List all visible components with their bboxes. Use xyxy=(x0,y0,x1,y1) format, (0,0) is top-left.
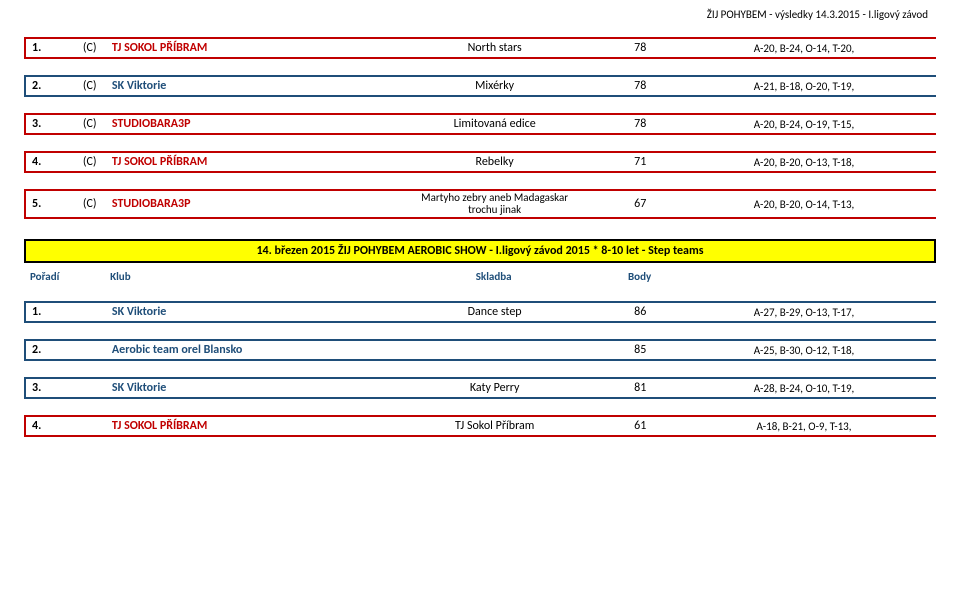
table-row: 2. Aerobic team orel Blansko 85A-25, B-30,… xyxy=(24,339,936,361)
cell-rank: 4. xyxy=(26,155,72,169)
cell-song: Katy Perry xyxy=(381,381,609,395)
cell-rank: 1. xyxy=(26,41,72,55)
table-header: Pořadí Klub Skladba Body xyxy=(24,267,936,285)
cell-score: 67 xyxy=(608,197,672,211)
table-row: 4. TJ SOKOL PŘÍBRAMTJ Sokol Příbram61A-18… xyxy=(24,415,936,437)
header-rank: Pořadí xyxy=(24,270,106,283)
table-row: 1.(C)TJ SOKOL PŘÍBRAMNorth stars78A-20, … xyxy=(24,37,936,59)
cell-song: Martyho zebry aneb Madagaskartrochu jina… xyxy=(381,192,609,216)
category-title: 14. březen 2015 ŽIJ POHYBEM AEROBIC SHOW… xyxy=(24,239,936,263)
section-2: 1.SK ViktorieDance step86A-27, B-29, O-1… xyxy=(24,301,936,437)
cell-rank: 3. xyxy=(26,117,72,131)
cell-detail: A-20, B-24, O-14, T-20, xyxy=(672,42,936,55)
cell-song: North stars xyxy=(381,41,609,55)
cell-mark: (C) xyxy=(72,41,108,55)
cell-club: SK Viktorie xyxy=(108,381,381,395)
cell-song: Dance step xyxy=(381,305,609,319)
table-row: 2.(C)SK ViktorieMixérky78A-21, B-18, O-2… xyxy=(24,75,936,97)
cell-score: 71 xyxy=(608,155,672,169)
cell-song: Rebelky xyxy=(381,155,609,169)
cell-detail: A-21, B-18, O-20, T-19, xyxy=(672,80,936,93)
cell-club: TJ SOKOL PŘÍBRAM xyxy=(108,155,381,169)
cell-rank: 3. xyxy=(26,381,72,395)
header-song: Skladba xyxy=(380,270,608,283)
cell-mark: (C) xyxy=(72,117,108,131)
cell-club: TJ SOKOL PŘÍBRAM xyxy=(108,419,381,433)
section-1: 1.(C)TJ SOKOL PŘÍBRAMNorth stars78A-20, … xyxy=(24,37,936,219)
cell-detail: A-18, B-21, O-9, T-13, xyxy=(672,420,936,433)
cell-song: TJ Sokol Příbram xyxy=(381,419,609,433)
cell-song: Mixérky xyxy=(381,79,609,93)
table-row: 5.(C)STUDIOBARA3PMartyho zebry aneb Mada… xyxy=(24,189,936,219)
header-score: Body xyxy=(608,270,672,283)
results-page: ŽIJ POHYBEM - výsledky 14.3.2015 - I.lig… xyxy=(0,0,960,437)
cell-score: 78 xyxy=(608,41,672,55)
header-club: Klub xyxy=(106,270,380,283)
cell-song: Limitovaná edice xyxy=(381,117,609,131)
cell-club: SK Viktorie xyxy=(108,305,381,319)
table-row: 3.(C)STUDIOBARA3PLimitovaná edice78A-20,… xyxy=(24,113,936,135)
cell-mark: (C) xyxy=(72,155,108,169)
cell-club: Aerobic team orel Blansko xyxy=(108,343,381,357)
cell-mark: (C) xyxy=(72,197,108,211)
cell-rank: 1. xyxy=(26,305,72,319)
table-row: 1. SK ViktorieDance step86A-27, B-29, O-1… xyxy=(24,301,936,323)
cell-detail: A-20, B-24, O-19, T-15, xyxy=(672,118,936,131)
cell-club: STUDIOBARA3P xyxy=(108,117,381,131)
cell-score: 81 xyxy=(608,381,672,395)
cell-club: STUDIOBARA3P xyxy=(108,197,381,211)
cell-rank: 4. xyxy=(26,419,72,433)
table-row: 3. SK ViktorieKaty Perry81A-28, B-24, O-1… xyxy=(24,377,936,399)
cell-club: TJ SOKOL PŘÍBRAM xyxy=(108,41,381,55)
table-row: 4.(C)TJ SOKOL PŘÍBRAMRebelky71A-20, B-20… xyxy=(24,151,936,173)
cell-score: 86 xyxy=(608,305,672,319)
cell-rank: 5. xyxy=(26,197,72,211)
cell-detail: A-20, B-20, O-13, T-18, xyxy=(672,156,936,169)
page-header: ŽIJ POHYBEM - výsledky 14.3.2015 - I.lig… xyxy=(24,8,936,21)
cell-score: 78 xyxy=(608,79,672,93)
cell-detail: A-25, B-30, O-12, T-18, xyxy=(672,344,936,357)
cell-rank: 2. xyxy=(26,343,72,357)
cell-detail: A-28, B-24, O-10, T-19, xyxy=(672,382,936,395)
cell-rank: 2. xyxy=(26,79,72,93)
cell-detail: A-27, B-29, O-13, T-17, xyxy=(672,306,936,319)
cell-detail: A-20, B-20, O-14, T-13, xyxy=(672,198,936,211)
cell-score: 85 xyxy=(608,343,672,357)
cell-score: 61 xyxy=(608,419,672,433)
cell-score: 78 xyxy=(608,117,672,131)
cell-club: SK Viktorie xyxy=(108,79,381,93)
cell-mark: (C) xyxy=(72,79,108,93)
